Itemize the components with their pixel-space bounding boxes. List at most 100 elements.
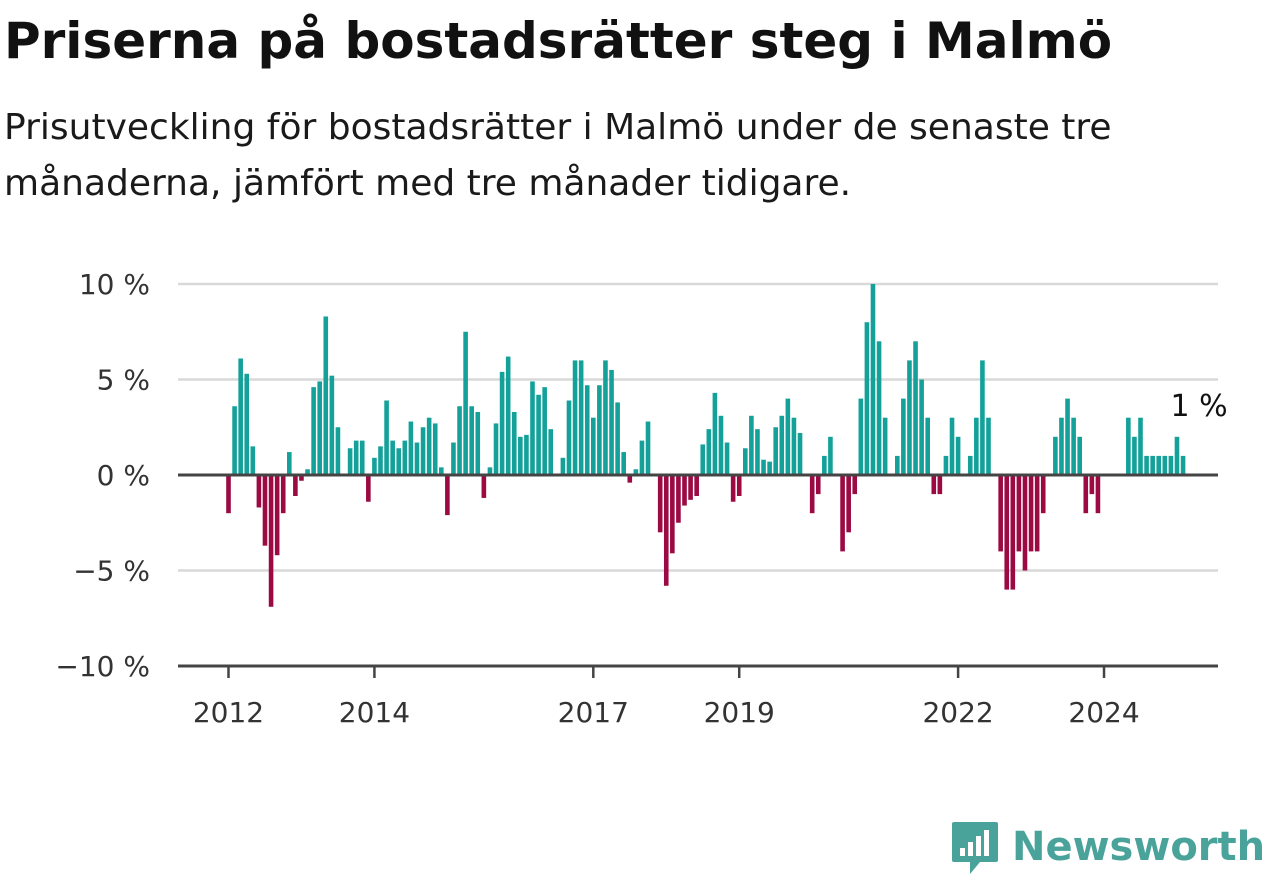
grid-lines (178, 282, 1218, 572)
bar (347, 448, 353, 475)
bar (1144, 455, 1149, 475)
bar (822, 455, 827, 475)
bars (226, 284, 1186, 607)
bar (657, 475, 663, 533)
x-tick-label: 2012 (193, 696, 264, 729)
bar (378, 446, 383, 475)
bar (1004, 475, 1010, 590)
bar (293, 475, 298, 497)
bar (609, 369, 614, 475)
bar (1071, 417, 1076, 475)
x-tick-label: 2022 (922, 696, 993, 729)
bar (791, 417, 797, 475)
bar (688, 475, 693, 500)
bar (919, 379, 924, 475)
bar (232, 406, 237, 475)
bar (268, 475, 274, 607)
bar (852, 475, 858, 495)
end-value-label: 1 % (1170, 389, 1227, 424)
bar (1040, 475, 1046, 514)
bar (980, 360, 985, 475)
bar (262, 475, 268, 546)
bar (907, 360, 912, 475)
bar (432, 423, 438, 475)
bar (536, 394, 541, 475)
y-tick-label: −10 % (55, 650, 150, 683)
bar (591, 417, 596, 475)
bar (1010, 475, 1016, 590)
bar (1083, 475, 1089, 514)
bar (439, 467, 444, 475)
bar (913, 341, 918, 475)
bar (645, 421, 651, 475)
bar (949, 417, 955, 475)
bar (815, 475, 821, 495)
bar (633, 469, 639, 475)
bar (1162, 455, 1168, 475)
bar (1150, 455, 1155, 475)
bar (1174, 436, 1180, 475)
bar (366, 475, 371, 502)
bar (1138, 417, 1143, 475)
bar (864, 322, 870, 475)
bar (226, 475, 231, 514)
bar (955, 436, 961, 475)
bar (712, 392, 718, 475)
chart-title: Priserna på bostadsrätter steg i Malmö (4, 12, 1113, 70)
y-tick-label: −5 % (73, 555, 150, 588)
y-tick-label: 10 % (79, 268, 150, 301)
bar (627, 475, 633, 483)
bar (925, 417, 930, 475)
bar (487, 467, 493, 475)
bar (463, 331, 468, 475)
bar (743, 448, 748, 475)
bar (518, 436, 523, 475)
bar (767, 461, 772, 475)
bar (785, 398, 791, 475)
bar (876, 341, 882, 475)
bar (676, 475, 681, 523)
bar (1156, 455, 1162, 475)
bar (639, 440, 645, 475)
bar (1059, 417, 1064, 475)
end-label-group: 1 % (1170, 389, 1227, 424)
bar (706, 429, 712, 475)
bar (1126, 417, 1131, 475)
bar (809, 475, 815, 514)
x-axis-ticks: 2012 2014 2017 2019 2022 2024 (193, 666, 1140, 729)
bar (828, 436, 833, 475)
bar (603, 360, 608, 475)
bar (1016, 475, 1022, 552)
bar (317, 381, 322, 475)
bar (974, 417, 979, 475)
axes (178, 473, 1218, 668)
bar (700, 444, 706, 475)
bar (663, 475, 669, 586)
bar (1132, 436, 1137, 475)
bar (359, 440, 365, 475)
newsworthy-logo-icon (952, 822, 998, 874)
bar (323, 316, 329, 475)
bar (895, 455, 900, 475)
bar (578, 360, 584, 475)
bar (287, 452, 292, 475)
bar (615, 402, 620, 475)
bar (1065, 398, 1070, 475)
bar (335, 427, 341, 475)
bar (353, 440, 359, 475)
bar (1022, 475, 1028, 571)
bar (475, 411, 481, 475)
bar (597, 385, 602, 475)
bar (274, 475, 280, 556)
bar (682, 475, 687, 506)
bar (773, 427, 778, 475)
bar (840, 475, 845, 552)
x-tick-label: 2017 (558, 696, 629, 729)
bar (244, 373, 250, 475)
bar (493, 423, 499, 475)
bar (505, 356, 511, 475)
bar (858, 398, 864, 475)
bar (414, 442, 420, 475)
bar (901, 398, 906, 475)
bar (451, 442, 456, 475)
